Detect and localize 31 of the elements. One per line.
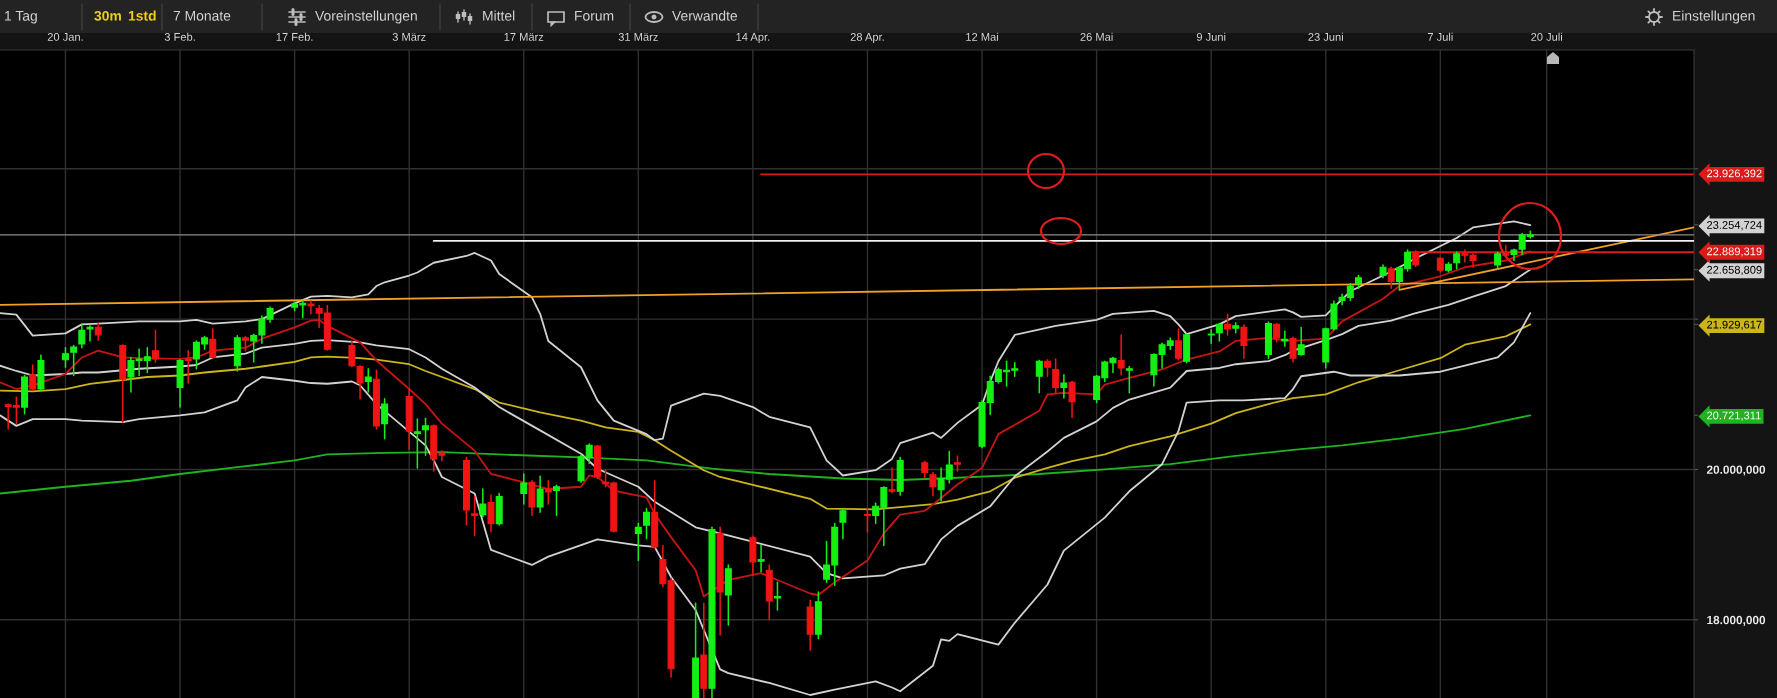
x-tick-label: 3 März bbox=[392, 32, 426, 41]
y-tick-label: 21.929,617 bbox=[1707, 320, 1762, 330]
x-tick-label: 17 März bbox=[504, 33, 544, 41]
y-tick-label: 23.254,724 bbox=[1707, 221, 1762, 231]
text: Forum bbox=[575, 11, 614, 21]
x-tick-label: 28 Apr. bbox=[850, 32, 884, 44]
x-tick-label: 9 Juni bbox=[1196, 32, 1226, 41]
x-tick-label: 12 Mai bbox=[966, 32, 998, 41]
text: 1std bbox=[128, 10, 156, 21]
text: 30m bbox=[94, 10, 121, 21]
x-tick-label: 17 Feb. bbox=[276, 32, 313, 41]
y-tick-label: 20.721,311 bbox=[1707, 411, 1761, 421]
data-label: 23.926,392 bbox=[1707, 169, 1762, 179]
data-label: 22.889,319 bbox=[1707, 247, 1762, 257]
x-tick-label: 3 Feb. bbox=[164, 32, 195, 41]
text: Verwandte bbox=[672, 10, 738, 21]
x-tick-label: 26 Mai bbox=[1080, 32, 1113, 41]
x-tick-label: 23 Juni bbox=[1308, 32, 1343, 41]
text: Voreinstellungen bbox=[315, 10, 417, 24]
x-tick-label: 7 Juli bbox=[1427, 32, 1453, 41]
text: Mittel bbox=[483, 10, 515, 21]
y-tick-label: 20.000,000 bbox=[1706, 465, 1766, 476]
text: 1 Tag bbox=[5, 11, 37, 24]
text: 7 Monate bbox=[173, 11, 231, 21]
text: Einstellungen bbox=[1673, 10, 1755, 24]
x-tick-label: 31 März bbox=[618, 32, 658, 41]
y-tick-label: 22.658,809 bbox=[1707, 265, 1762, 276]
x-tick-label: 14 Apr. bbox=[736, 33, 770, 44]
y-tick-label: 18.000,000 bbox=[1707, 615, 1766, 626]
x-tick-label: 20 Juli bbox=[1531, 32, 1563, 41]
x-tick-label: 20 Jan. bbox=[47, 32, 83, 41]
